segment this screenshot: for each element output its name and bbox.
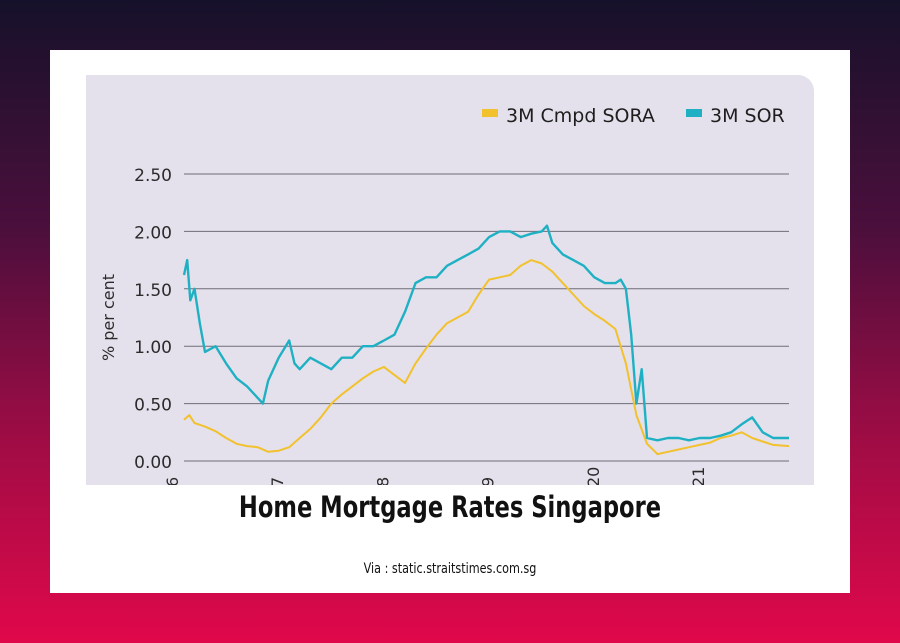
source-credit: Via : static.straitstimes.com.sg xyxy=(363,561,537,577)
y-tick-label: 2.00 xyxy=(134,223,172,243)
series-line-sora xyxy=(183,259,790,456)
y-tick-label: 1.50 xyxy=(134,281,172,301)
x-tick-label: 21 xyxy=(689,467,708,485)
line-chart: 0.00 0.50 1.00 1.50 2.00 2.50 % per cent 6 7 8 9 20… xyxy=(99,105,790,485)
image-caption: Home Mortgage Rates Singapore xyxy=(238,490,662,524)
legend-item-sor-label: 3M SOR xyxy=(710,105,785,127)
legend-item-sor-swatch xyxy=(686,109,702,117)
series-line-sor xyxy=(182,224,789,442)
legend-item-sora-label: 3M Cmpd SORA xyxy=(506,105,655,127)
y-tick-label: 1.00 xyxy=(134,338,172,358)
x-tick-label: 6 xyxy=(163,477,182,485)
x-tick-label: 20 xyxy=(584,467,603,485)
y-axis-label: % per cent xyxy=(99,274,118,361)
chart-panel: 0.00 0.50 1.00 1.50 2.00 2.50 % per cent 6 7 8 9 20… xyxy=(86,75,814,485)
x-tick-label: 9 xyxy=(479,477,498,485)
y-tick-label: 2.50 xyxy=(134,166,172,186)
x-tick-label: 7 xyxy=(268,477,287,485)
x-tick-label: 8 xyxy=(373,477,392,485)
content-card: 0.00 0.50 1.00 1.50 2.00 2.50 % per cent 6 7 8 9 20… xyxy=(50,50,850,593)
legend-item-sora-swatch xyxy=(482,109,498,117)
y-tick-label: 0.00 xyxy=(134,453,172,473)
y-tick-label: 0.50 xyxy=(134,396,172,416)
